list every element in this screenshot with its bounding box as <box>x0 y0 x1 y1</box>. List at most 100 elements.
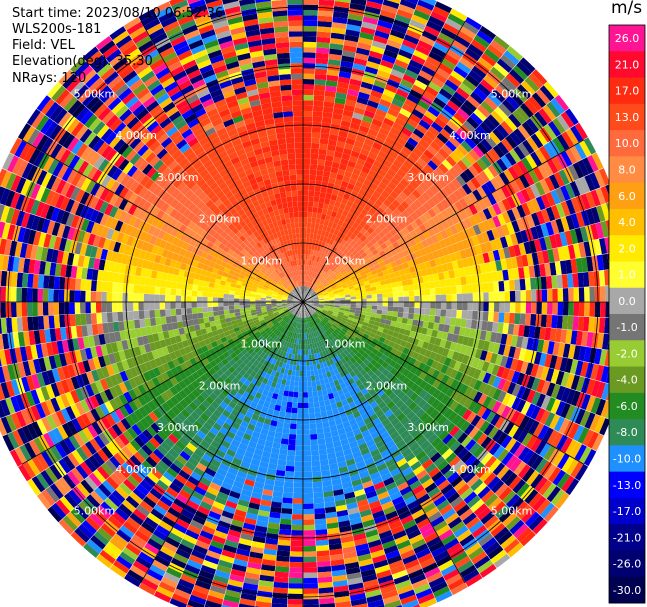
ray-gate-1876 <box>387 302 394 307</box>
ray-gate-456 <box>344 187 353 196</box>
ray-gate-1702 <box>449 277 457 287</box>
ray-gate-548 <box>415 44 431 56</box>
ray-gate-67 <box>304 270 307 276</box>
ray-gate-1778 <box>524 278 531 290</box>
ray-gate-3756 <box>293 492 303 499</box>
ray-gate-914 <box>466 116 480 130</box>
ray-gate-408 <box>362 115 374 124</box>
ray-gate-586 <box>370 164 380 174</box>
ray-gate-384 <box>322 236 328 243</box>
ray-gate-3644 <box>316 555 331 562</box>
ray-gate-423 <box>386 39 402 50</box>
ray-gate-449 <box>331 222 338 230</box>
ray-gate-93 <box>311 132 321 139</box>
ray-gate-971 <box>456 144 469 157</box>
ray-gate-78 <box>307 211 313 218</box>
ray-gate-869 <box>306 294 311 299</box>
ray-gate-70 <box>305 254 308 260</box>
ray-gate-2001 <box>392 311 399 317</box>
ray-gate-148 <box>316 169 324 177</box>
ray-gate-1879 <box>403 302 410 308</box>
ray-gate-191 <box>307 270 310 277</box>
ray-gate-3820 <box>281 502 293 509</box>
ray-gate-1959 <box>498 312 505 323</box>
ray-gate-950 <box>378 223 386 231</box>
ray-gate-1878 <box>398 302 404 308</box>
ray-gate-886 <box>366 227 375 235</box>
ray-gate-276 <box>333 151 343 159</box>
ray-gate-3772 <box>288 577 303 584</box>
ray-gate-763 <box>362 216 370 224</box>
ray-gate-657 <box>401 127 413 138</box>
ray-gate-355 <box>364 66 379 75</box>
ray-gate-1030 <box>452 163 464 175</box>
ray-gate-1823 <box>435 294 442 302</box>
ray-gate-865 <box>500 54 516 69</box>
ray-gate-379 <box>314 261 319 268</box>
ray-gate-199 <box>313 228 319 235</box>
ray-gate-1943 <box>413 307 420 315</box>
ray-gate-334 <box>335 173 344 181</box>
ray-gate-3550 <box>312 385 318 392</box>
ray-gate-299 <box>359 31 375 41</box>
ray-gate-318 <box>313 255 318 262</box>
ray-gate-3560 <box>317 438 326 445</box>
ray-gate-1034 <box>468 149 481 162</box>
ray-gate-2013 <box>455 318 462 327</box>
ray-gate-807 <box>306 293 311 299</box>
ray-gate-1759 <box>424 288 431 296</box>
ray-gate-527 <box>369 146 380 156</box>
ray-gate-717 <box>404 141 416 152</box>
ray-gate-505 <box>322 253 328 260</box>
ray-gate-147 <box>315 175 323 182</box>
ray-gate-1085 <box>430 195 441 206</box>
ray-gate-3823 <box>280 518 292 525</box>
ray-gate-2065 <box>401 317 408 324</box>
ray-gate-91 <box>311 142 320 149</box>
ray-gate-1095 <box>472 161 484 174</box>
ray-gate-519 <box>352 185 361 194</box>
ray-gate-814 <box>329 264 335 271</box>
ray-gate-543 <box>404 69 419 80</box>
ray-gate-32 <box>303 126 312 133</box>
ray-gate-810 <box>316 281 321 287</box>
ray-gate-3805 <box>289 423 297 430</box>
ray-gate-1133 <box>376 245 384 253</box>
ray-gate-317 <box>312 260 317 267</box>
ray-gate-506 <box>324 248 330 255</box>
ray-gate-1037 <box>480 138 493 152</box>
ray-gate-999 <box>330 273 336 279</box>
ray-gate-3635 <box>314 507 326 515</box>
ray-gate-581 <box>358 188 367 197</box>
ray-gate-669 <box>433 72 448 84</box>
ray-gate-118 <box>318 0 335 7</box>
ray-gate-762 <box>359 220 367 228</box>
ray-gate-3672 <box>303 376 308 382</box>
ray-gate-1118 <box>311 292 317 297</box>
ray-gate-3748 <box>295 450 303 456</box>
ray-gate-1773 <box>498 280 505 292</box>
ray-gate-1952 <box>461 310 468 319</box>
ray-gate-1104 <box>509 131 522 146</box>
ray-gate-80 <box>308 201 314 207</box>
ray-gate-48 <box>303 41 317 48</box>
ray-gate-3737 <box>298 392 303 398</box>
ray-gate-917 <box>477 104 491 118</box>
ray-gate-3730 <box>300 355 303 361</box>
ray-gate-3830 <box>276 555 290 562</box>
ray-gate-368 <box>382 0 400 9</box>
ray-gate-1761 <box>435 287 441 295</box>
ray-gate-178 <box>332 11 349 19</box>
ray-gate-838 <box>409 165 421 176</box>
ray-gate-1063 <box>340 268 346 274</box>
ray-gate-194 <box>309 254 313 261</box>
ray-gate-1841 <box>531 289 537 302</box>
ray-gate-134 <box>308 243 313 250</box>
ray-gate-567 <box>324 254 330 261</box>
ray-gate-279 <box>337 135 347 143</box>
ray-gate-1932 <box>355 304 362 309</box>
ray-gate-33 <box>303 121 313 127</box>
ray-gate-1881 <box>414 302 420 308</box>
ray-gate-910 <box>452 132 465 145</box>
